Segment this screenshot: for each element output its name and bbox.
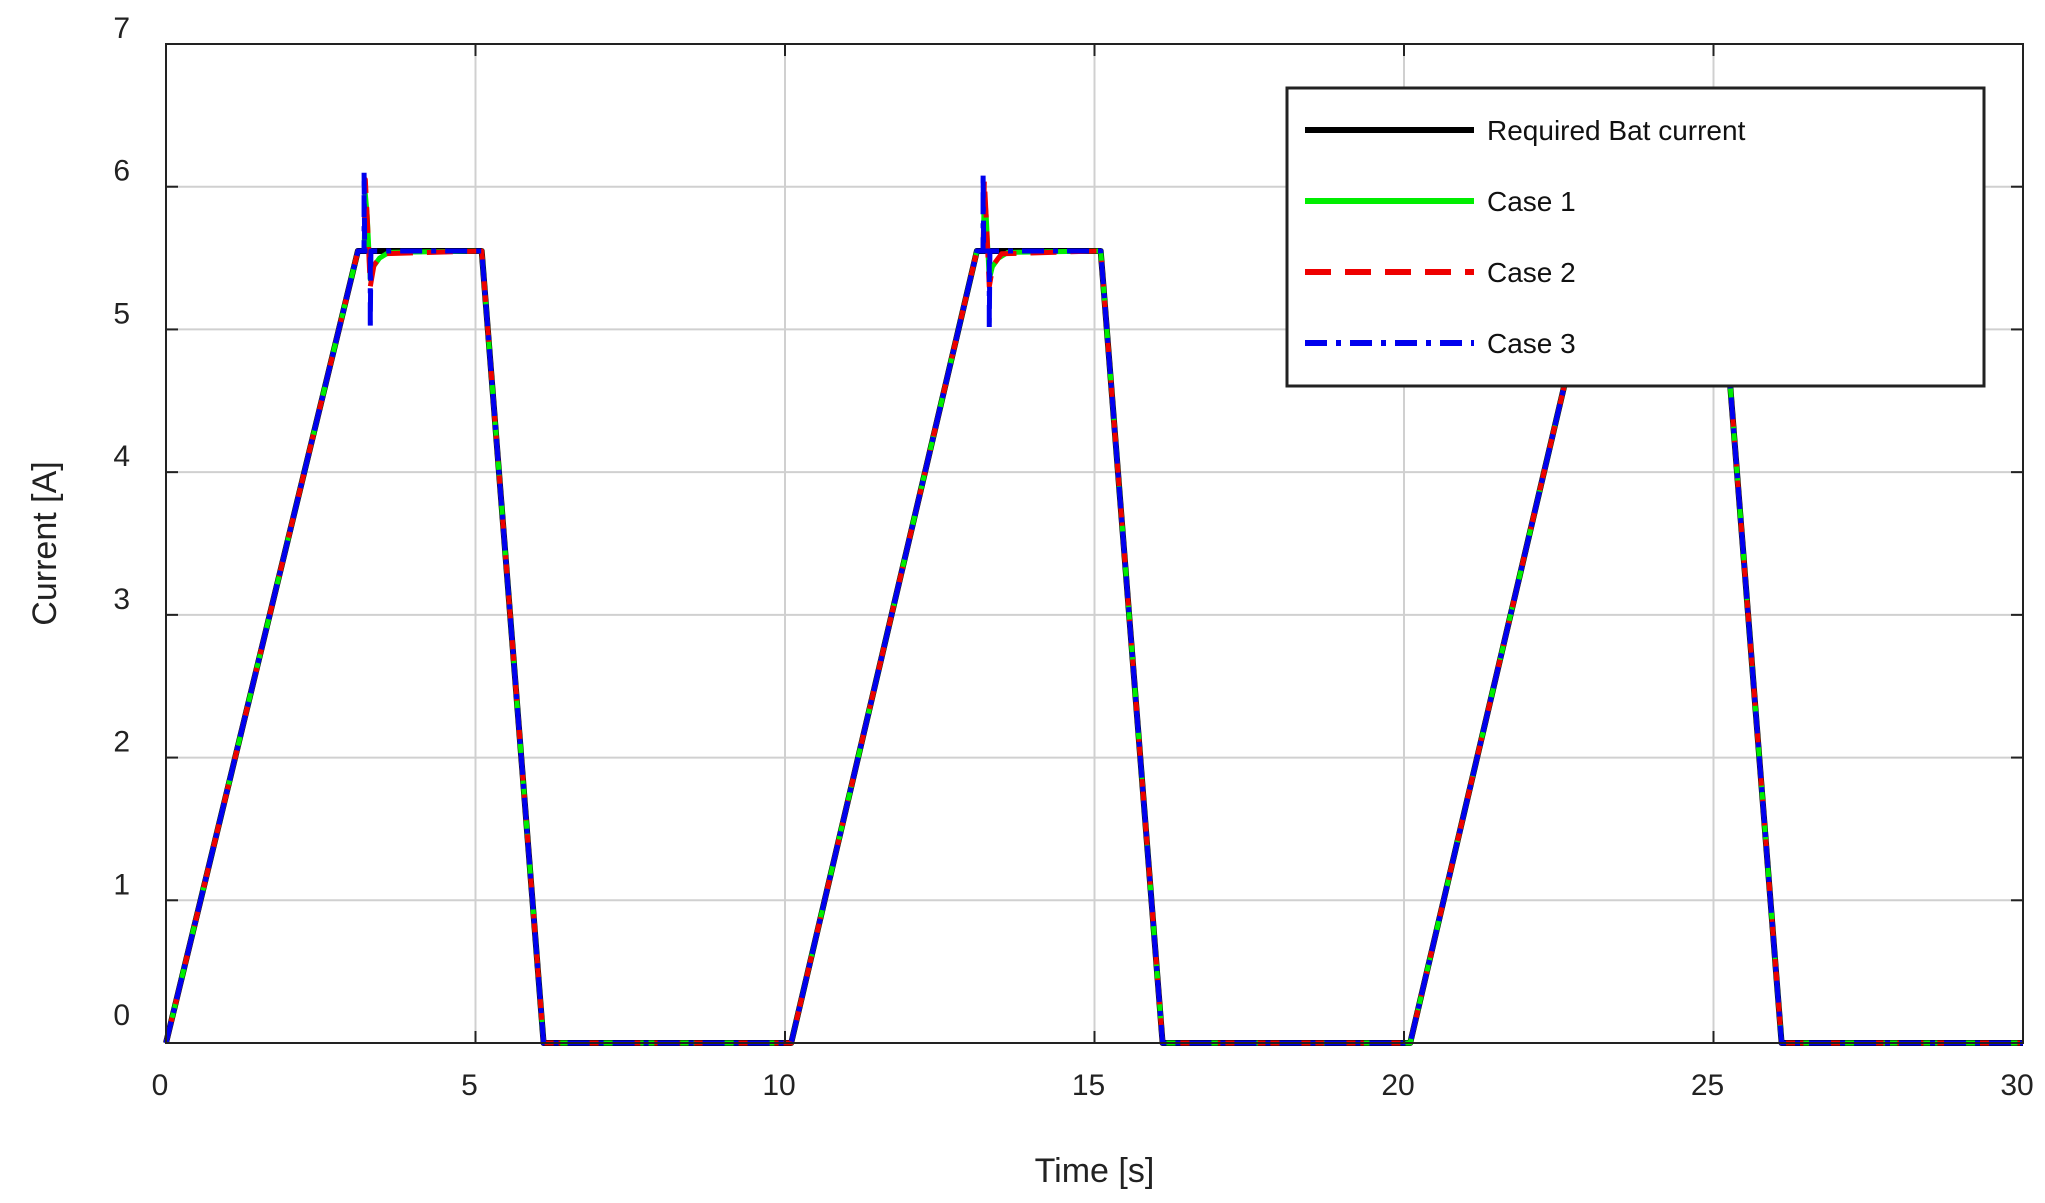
legend-label-3: Case 2 [1487,257,1576,288]
legend-items: Required Bat current Case 1 Case 2 Case 3 [1305,115,1746,359]
y-axis-title: Current [A] [26,461,64,625]
x-tick-label: 10 [762,1069,795,1102]
y-tick-label: 1 [113,868,130,901]
tick-layer: 0 5 10 15 20 25 30 0 1 2 3 4 5 6 7 [113,12,2033,1102]
y-tick-label: 0 [113,999,130,1032]
x-tick-label: 20 [1381,1069,1414,1102]
y-tick-label: 3 [113,583,130,616]
x-tick-label: 5 [461,1069,478,1102]
y-tick-label: 2 [113,726,130,759]
series-line-4 [163,169,2023,1046]
legend: Required Bat current Case 1 Case 2 Case 3 [1285,86,1986,388]
legend-label-4: Case 3 [1487,328,1576,359]
legend-label-2: Case 1 [1487,186,1576,217]
x-axis-title: Time [s] [1035,1152,1155,1190]
x-tick-label: 25 [1691,1069,1724,1102]
y-tick-label: 7 [113,12,130,45]
y-tick-label: 6 [113,155,130,188]
legend-box [1285,86,1986,388]
x-tick-label: 0 [152,1069,169,1102]
x-tick-label: 15 [1072,1069,1105,1102]
y-tick-label: 5 [113,297,130,330]
y-tick-label: 4 [113,440,130,473]
series-line-3 [163,177,2023,1046]
x-tick-label: 30 [2000,1069,2033,1102]
legend-label-1: Required Bat current [1487,115,1746,146]
